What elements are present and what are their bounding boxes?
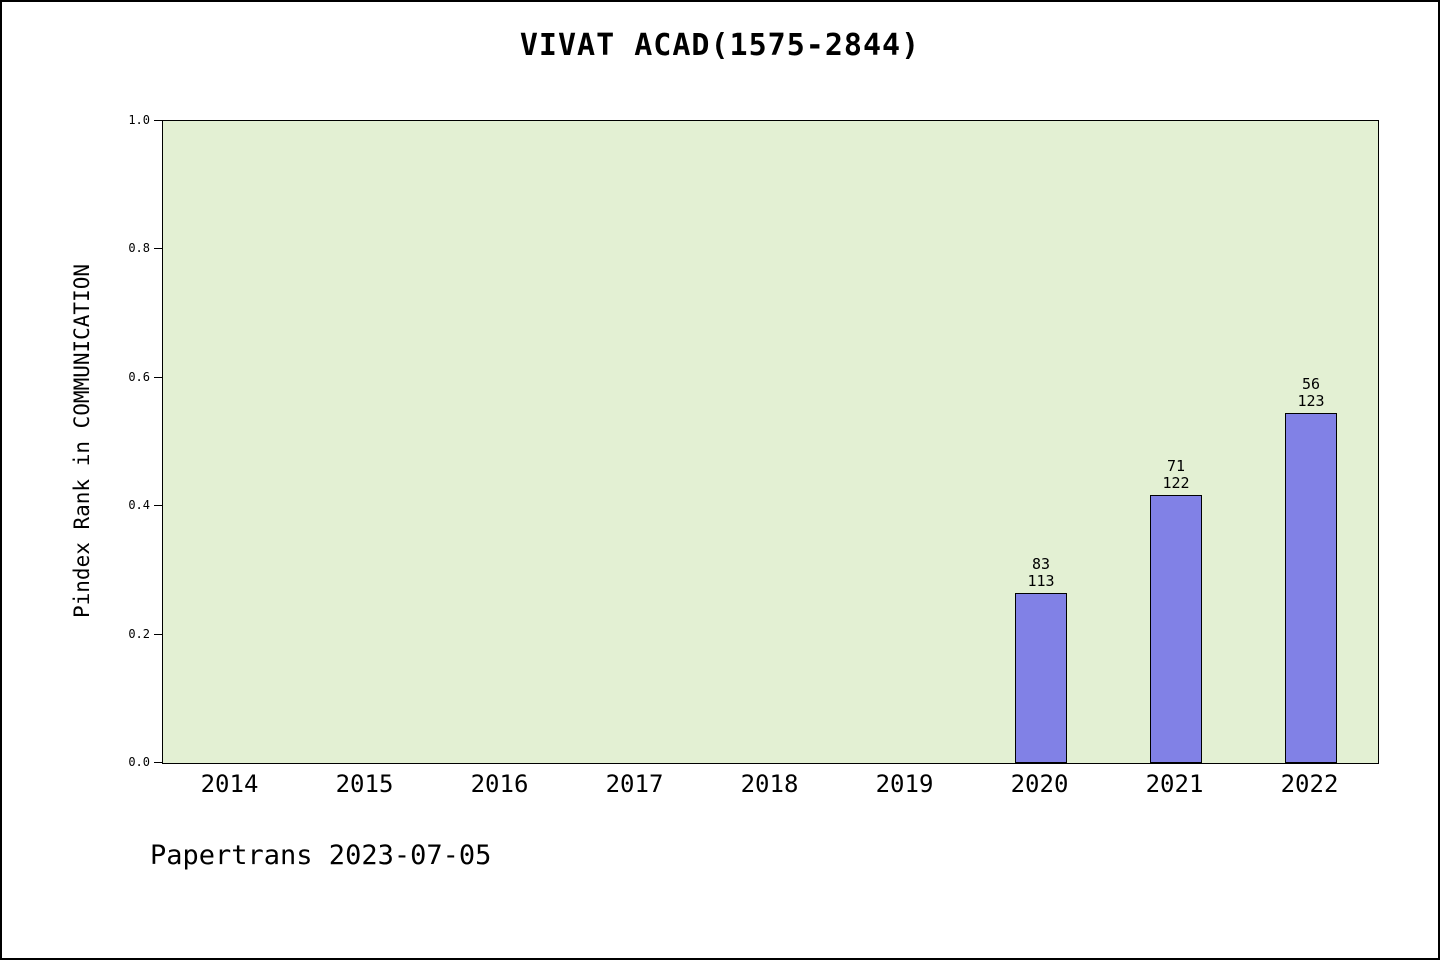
y-tick-label: 0.2 [128,626,150,641]
y-tick-label: 0.0 [128,755,150,769]
y-tick-mark [154,376,162,378]
bar-2021 [1150,495,1202,763]
x-tick-label: 2018 [740,770,799,798]
y-tick-mark [154,633,162,635]
bar-value-label-2022: 56 123 [1297,375,1325,410]
x-tick-label: 2017 [605,770,664,798]
x-tick-label: 2021 [1145,770,1204,798]
x-tick-label: 2019 [875,770,934,798]
bar-value-label-2020: 83 113 [1027,555,1055,590]
y-tick-mark [154,120,162,121]
bar-value-label-2021: 71 122 [1162,457,1190,492]
x-tick-label: 2020 [1010,770,1069,798]
x-tick-label: 2022 [1280,770,1339,798]
x-tick-label: 2015 [335,770,394,798]
chart-title: VIVAT ACAD(1575-2844) [519,28,921,63]
bar-2020 [1015,593,1067,763]
y-tick-label: 1.0 [128,113,150,127]
y-tick-mark [154,248,162,250]
footer-watermark: Papertrans 2023-07-05 [150,840,492,871]
y-tick-mark [154,505,162,507]
x-tick-label: 2014 [200,770,259,798]
y-tick-label: 0.8 [128,241,150,256]
bar-2022 [1285,413,1337,763]
y-tick-mark [154,762,162,763]
y-axis-label: Pindex Rank in COMMUNICATION [70,263,94,619]
y-tick-label: 0.4 [128,498,150,513]
plot-area: 83 113 71 122 56 123 [162,120,1379,764]
y-tick-label: 0.6 [128,369,150,384]
x-tick-label: 2016 [470,770,529,798]
